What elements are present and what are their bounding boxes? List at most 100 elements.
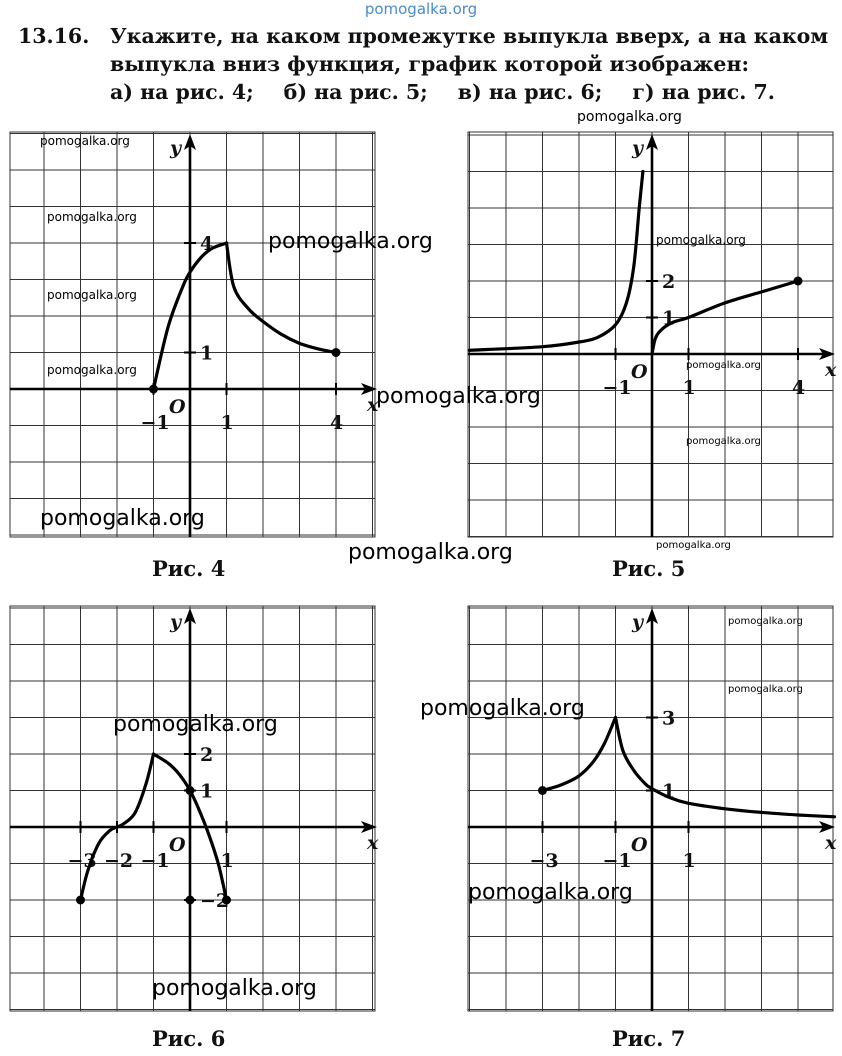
watermark: pomogalka.org <box>686 436 761 447</box>
x-tick-label: 1 <box>683 377 696 399</box>
part-a: а) на рис. 4; <box>110 80 254 104</box>
graph-svg: xyO−3 −1 113 <box>467 605 837 1012</box>
grid <box>10 132 375 537</box>
watermark: pomogalka.org <box>577 109 682 125</box>
x-tick-label: 1 <box>683 850 696 872</box>
graph-point <box>331 348 341 357</box>
function-curve <box>613 715 837 819</box>
x-axis-label: x <box>366 832 379 854</box>
y-tick-label: 1 <box>200 343 213 365</box>
figure-4-graph: x y O −1 1 4 1 4 <box>0 122 380 542</box>
y-axis-label: y <box>169 137 183 159</box>
figure-7-graph: x y O −3 −1 1 1 3 <box>462 600 840 1020</box>
y-tick-label: 2 <box>200 744 213 766</box>
grid <box>468 132 833 537</box>
watermark: pomogalka.org <box>656 540 731 551</box>
watermark: pomogalka.org <box>47 288 137 302</box>
x-tick-label: 4 <box>792 377 805 399</box>
watermark: pomogalka.org <box>656 233 746 247</box>
watermark: pomogalka.org <box>728 616 803 627</box>
function-curve <box>151 241 229 391</box>
graph-point <box>149 384 158 394</box>
y-tick-label: −2 <box>200 890 229 912</box>
caption-fig6: Рис. 6 <box>152 1026 226 1051</box>
y-tick-label: 3 <box>662 708 675 730</box>
watermark: pomogalka.org <box>728 684 803 695</box>
part-d: г) на рис. 7. <box>632 80 775 104</box>
graph-point <box>222 895 231 905</box>
x-axis-label: x <box>366 394 379 416</box>
y-axis-label: y <box>169 611 183 633</box>
x-tick-label: 1 <box>221 412 234 434</box>
graph-point <box>185 895 195 905</box>
graph-point <box>185 786 195 795</box>
caption-fig5: Рис. 5 <box>612 556 686 581</box>
function-curve <box>467 169 645 352</box>
x-axis-arrow <box>819 348 835 360</box>
graph-svg: xyO−1 1 412 <box>467 131 837 538</box>
y-tick-label: 1 <box>200 781 213 803</box>
graph-svg: xyO−3 −2 −1 1−212 <box>9 605 379 1012</box>
x-tick-label: −1 <box>603 377 632 399</box>
origin-label: O <box>169 834 186 856</box>
x-axis-label: x <box>824 359 837 381</box>
caption-fig7: Рис. 7 <box>612 1026 686 1051</box>
grid-border <box>467 605 834 1012</box>
problem-text-line2: выпукла вниз функция, график которой изо… <box>110 52 750 76</box>
grid-border <box>9 131 376 538</box>
problem-text-line1: Укажите, на каком промежутке выпукла вве… <box>110 24 829 48</box>
graph-point <box>538 786 547 795</box>
y-axis-arrow <box>184 134 196 150</box>
x-tick-label: −1 <box>141 412 170 434</box>
watermark: pomogalka.org <box>348 540 513 565</box>
y-axis-label: y <box>631 611 645 633</box>
function-curve <box>224 241 338 355</box>
grid <box>10 606 375 1011</box>
graph-point <box>793 276 803 286</box>
watermark: pomogalka.org <box>268 229 433 254</box>
y-axis-arrow <box>646 134 658 150</box>
top-watermark: pomogalka.org <box>364 0 478 18</box>
watermark: pomogalka.org <box>47 363 137 377</box>
grid <box>468 606 833 1011</box>
watermark: pomogalka.org <box>40 506 205 531</box>
watermark: pomogalka.org <box>420 696 585 721</box>
grid-border <box>9 605 376 1012</box>
y-tick-label: 2 <box>662 271 675 293</box>
origin-label: O <box>169 396 186 418</box>
watermark: pomogalka.org <box>47 210 137 224</box>
grid-border <box>467 131 834 538</box>
caption-fig4: Рис. 4 <box>152 556 226 581</box>
origin-label: O <box>631 361 648 383</box>
x-tick-label: −1 <box>141 850 170 872</box>
x-tick-label: 1 <box>221 850 234 872</box>
function-curve <box>78 752 156 902</box>
watermark: pomogalka.org <box>40 134 130 148</box>
x-tick-label: −2 <box>104 850 133 872</box>
x-tick-label: 4 <box>330 412 343 434</box>
y-axis-arrow <box>184 608 196 624</box>
figure-6-graph: x y O −3 −2 −1 1 −2 1 2 <box>0 600 380 1020</box>
part-b: б) на рис. 5; <box>283 80 428 104</box>
x-axis-arrow <box>361 383 377 395</box>
watermark: pomogalka.org <box>376 384 541 409</box>
graph-svg: xyO−1 1 414 <box>9 131 379 538</box>
figure-5-graph: x y O −1 1 4 1 2 <box>462 122 840 542</box>
watermark: pomogalka.org <box>468 880 633 905</box>
x-axis-label: x <box>824 832 837 854</box>
problem-number: 13.16. <box>18 24 90 48</box>
graph-point <box>76 895 85 905</box>
y-axis-arrow <box>646 608 658 624</box>
x-axis-arrow <box>361 821 377 833</box>
x-tick-label: −1 <box>603 850 632 872</box>
function-curve <box>650 279 800 356</box>
watermark: pomogalka.org <box>686 360 761 371</box>
x-axis-arrow <box>819 821 835 833</box>
watermark: pomogalka.org <box>152 976 317 1001</box>
origin-label: O <box>631 834 648 856</box>
function-curve <box>540 715 618 793</box>
part-c: в) на рис. 6; <box>457 80 603 104</box>
function-curve <box>151 752 229 902</box>
problem-statement: 13.16. Укажите, на каком промежутке выпук… <box>18 22 838 106</box>
watermark: pomogalka.org <box>113 712 278 737</box>
